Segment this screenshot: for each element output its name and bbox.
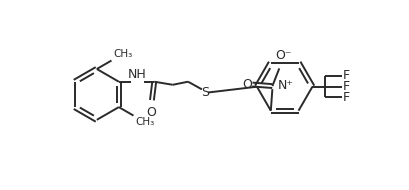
Text: O: O [146, 106, 156, 119]
Text: CH₃: CH₃ [135, 117, 154, 127]
Text: CH₃: CH₃ [113, 49, 132, 59]
Text: O: O [242, 78, 252, 91]
Text: F: F [343, 80, 351, 93]
Text: N⁺: N⁺ [278, 79, 294, 92]
Text: F: F [343, 91, 351, 104]
Text: S: S [201, 86, 209, 99]
Text: NH: NH [128, 68, 147, 81]
Text: F: F [343, 69, 351, 82]
Text: O⁻: O⁻ [275, 49, 291, 62]
